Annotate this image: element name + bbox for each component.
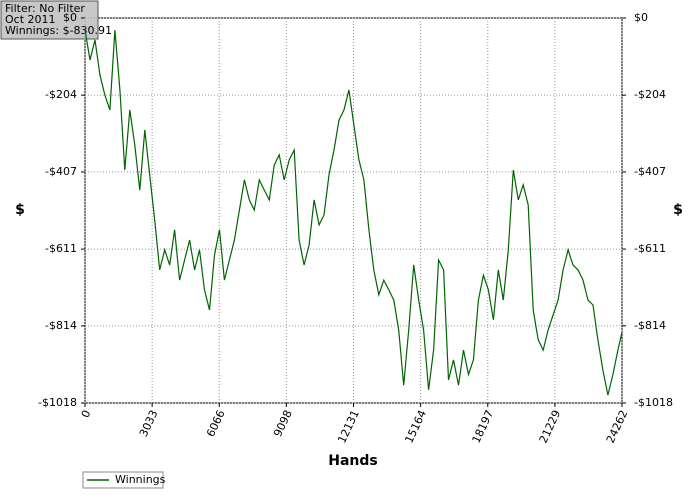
y2-tick-label: -$407 [634,165,666,178]
y2-tick-label: -$204 [634,88,666,101]
y-tick-label: -$814 [45,319,77,332]
y2-tick-label: -$611 [634,242,666,255]
x-axis-label: Hands [328,453,378,469]
info-winnings: Winnings: $-830.91 [5,24,112,37]
info-filter: Filter: No Filter [5,2,85,15]
y-tick-label: -$611 [45,242,77,255]
y2-tick-label: $0 [634,11,648,24]
line-series [84,30,623,396]
y2-tick-label: -$1018 [634,396,673,409]
y-tick-label: -$204 [45,88,77,101]
x-tick-label: 0 [79,408,94,420]
y-tick-label: -$407 [45,165,77,178]
legend-box [82,471,164,489]
legend-label: Winnings [115,473,166,486]
y2-axis-label: $ [673,202,683,218]
y-tick-label: -$1018 [38,396,77,409]
info-box [0,0,99,40]
y-tick-label: $0 [63,11,77,24]
y2-tick-label: -$814 [634,319,666,332]
info-month: Oct 2011 [5,13,56,26]
y-axis-label: $ [15,202,25,218]
